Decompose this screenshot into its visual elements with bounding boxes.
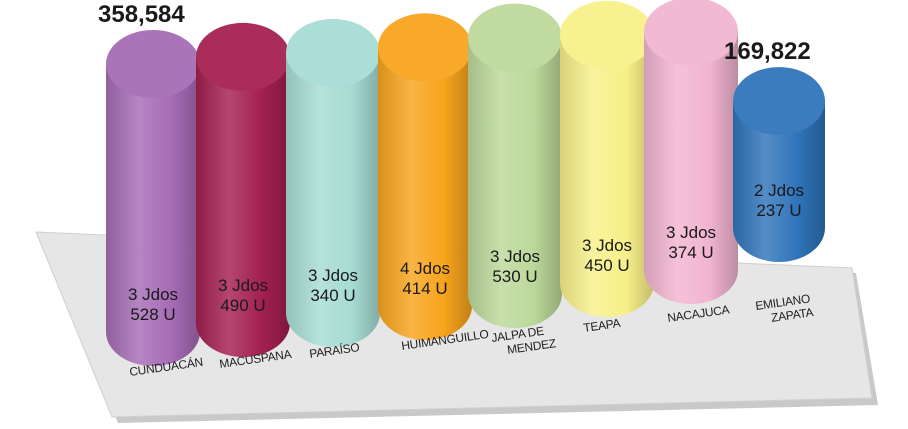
bar-body (560, 34, 654, 317)
bar-body (106, 64, 200, 366)
bar-label-line1: 3 Jdos (308, 266, 358, 285)
bar-body (378, 47, 472, 340)
bar-top (106, 30, 200, 98)
category-label: TEAPA (582, 316, 621, 335)
value-annotation: 358,584 (98, 1, 185, 28)
bar-top (196, 22, 290, 91)
bar-label-line2: 414 U (402, 279, 447, 298)
bar-label-line2: 450 U (584, 256, 629, 275)
bar-body (468, 37, 562, 328)
bar-top (378, 13, 472, 82)
bar-body (196, 56, 290, 357)
bar-label-line2: 374 U (668, 243, 713, 262)
bar-body (733, 101, 825, 262)
category-label: PARAÍSO (308, 339, 360, 361)
bar-label-line1: 3 Jdos (666, 223, 716, 242)
bar-label-line2: 530 U (492, 267, 537, 286)
bar-top (468, 3, 562, 72)
value-annotation: 169,822 (724, 38, 811, 65)
bar-top (560, 0, 654, 69)
bar-label-line1: 2 Jdos (754, 181, 804, 200)
bar-label-line2: 528 U (130, 305, 175, 324)
bar-top (286, 18, 380, 87)
bar-body (286, 52, 380, 347)
bar-label-line1: 3 Jdos (490, 247, 540, 266)
bar-top (733, 67, 825, 136)
bar-label-line2: 237 U (756, 201, 801, 220)
bar-label-line2: 340 U (310, 286, 355, 305)
bar-top (644, 0, 738, 66)
category-label: EMILIANOZAPATA (754, 291, 814, 327)
bar-body (644, 31, 738, 305)
bar-label-line1: 3 Jdos (582, 236, 632, 255)
bar-label-line1: 3 Jdos (218, 276, 268, 295)
bar-label-line2: 490 U (220, 296, 265, 315)
category-label: JALPA DEMENDEZ (490, 322, 556, 358)
bar-label-line1: 4 Jdos (400, 259, 450, 278)
bar-label-line1: 3 Jdos (128, 285, 178, 304)
